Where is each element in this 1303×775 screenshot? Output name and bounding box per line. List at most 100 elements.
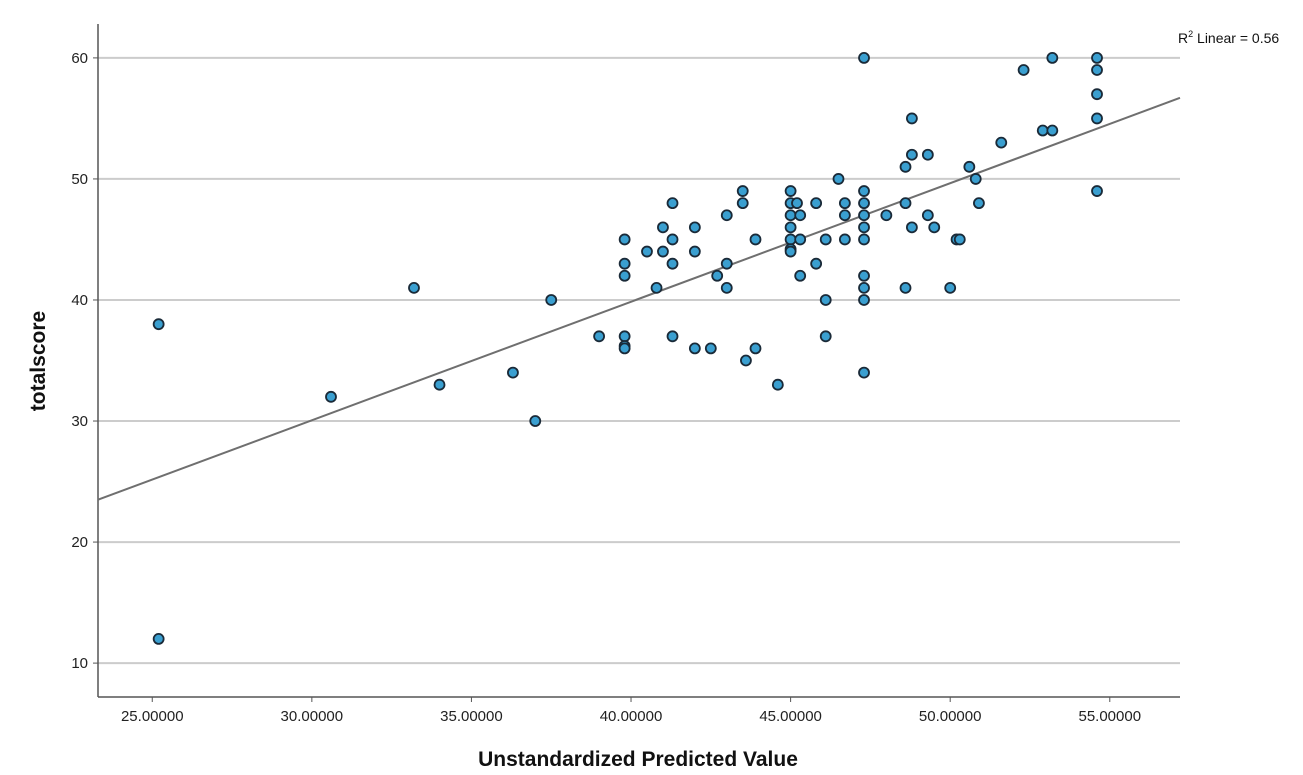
data-point — [749, 342, 762, 355]
data-point — [921, 209, 934, 222]
data-point — [832, 173, 845, 185]
data-point — [880, 209, 893, 222]
data-point — [819, 233, 832, 246]
data-point — [618, 257, 631, 270]
r2-label-superscript: 2 — [1188, 29, 1193, 39]
data-point — [784, 233, 797, 246]
data-point — [858, 233, 870, 246]
data-point — [720, 257, 733, 270]
r2-linear-label: R2 Linear = 0.56 — [1178, 29, 1279, 46]
data-point — [838, 209, 851, 222]
x-tick-label: 40.00000 — [600, 708, 663, 725]
data-point — [618, 269, 631, 282]
data-point — [736, 185, 749, 197]
data-point — [858, 221, 870, 234]
data-point — [1091, 51, 1103, 64]
data-point — [666, 257, 679, 270]
data-point — [784, 209, 797, 222]
data-point — [688, 342, 701, 355]
data-point — [858, 281, 870, 294]
data-point — [784, 245, 797, 258]
data-point — [1091, 88, 1103, 101]
data-point — [1046, 124, 1059, 137]
data-point — [545, 294, 558, 306]
data-point — [794, 233, 807, 246]
data-point — [819, 294, 832, 306]
data-point — [771, 378, 784, 391]
data-point — [325, 390, 337, 403]
data-point — [1046, 51, 1059, 64]
y-tick-label: 50 — [71, 171, 88, 188]
data-point — [995, 136, 1008, 149]
x-tick-label: 25.00000 — [121, 708, 184, 725]
data-point — [858, 269, 870, 282]
data-point — [905, 112, 918, 125]
y-axis-ticks: 10 20 30 40 50 60 — [71, 50, 98, 672]
data-point — [688, 221, 701, 234]
y-tick-label: 20 — [71, 534, 88, 551]
data-point — [1017, 64, 1030, 76]
data-point — [921, 148, 934, 161]
data-point — [593, 330, 606, 343]
r2-label-suffix: Linear = 0.56 — [1193, 30, 1279, 46]
data-point — [905, 221, 918, 234]
data-point — [784, 221, 797, 234]
data-point — [666, 330, 679, 343]
data-point — [899, 160, 912, 173]
data-point — [720, 281, 733, 294]
data-point — [794, 209, 807, 222]
data-point — [152, 318, 165, 331]
data-point — [618, 342, 631, 355]
data-point — [944, 281, 957, 294]
gridlines — [98, 56, 1180, 665]
data-point — [736, 197, 749, 210]
x-tick-label: 30.00000 — [281, 708, 344, 725]
x-axis-ticks: 25.00000 30.00000 35.00000 40.00000 45.00000… — [121, 697, 1141, 725]
data-point — [618, 330, 631, 343]
data-point — [704, 342, 717, 355]
data-point — [858, 366, 870, 379]
data-point — [688, 245, 701, 258]
data-point — [720, 209, 733, 222]
data-point — [838, 233, 851, 246]
x-tick-label: 50.00000 — [919, 708, 982, 725]
data-point — [819, 330, 832, 343]
r2-label-prefix: R — [1178, 30, 1188, 46]
data-point — [1091, 185, 1103, 197]
data-point — [905, 148, 918, 161]
data-point — [899, 197, 912, 210]
data-point — [529, 415, 542, 427]
data-point — [899, 281, 912, 294]
data-point — [858, 294, 870, 306]
data-point — [858, 51, 870, 64]
y-axis-title: totalscore — [27, 311, 50, 411]
data-point — [641, 245, 653, 258]
data-point — [1091, 112, 1103, 125]
data-points — [152, 51, 1103, 645]
data-point — [1036, 124, 1049, 137]
data-point — [810, 257, 823, 270]
data-point — [858, 209, 870, 222]
x-tick-label: 35.00000 — [440, 708, 503, 725]
y-tick-label: 30 — [71, 413, 88, 430]
data-point — [858, 197, 870, 210]
data-point — [928, 221, 941, 234]
data-point — [657, 245, 669, 258]
x-axis-title: Unstandardized Predicted Value — [478, 748, 798, 771]
data-point — [969, 173, 982, 185]
data-point — [794, 269, 807, 282]
data-point — [433, 378, 446, 391]
y-tick-label: 40 — [71, 292, 88, 309]
data-point — [810, 197, 823, 210]
data-point — [749, 233, 762, 246]
data-point — [666, 233, 679, 246]
y-tick-label: 60 — [71, 50, 88, 67]
data-point — [650, 281, 663, 294]
data-point — [666, 197, 679, 210]
y-tick-label: 10 — [71, 655, 88, 672]
data-point — [791, 197, 803, 210]
data-point — [963, 160, 976, 173]
data-point — [657, 221, 669, 234]
data-point — [507, 366, 519, 379]
